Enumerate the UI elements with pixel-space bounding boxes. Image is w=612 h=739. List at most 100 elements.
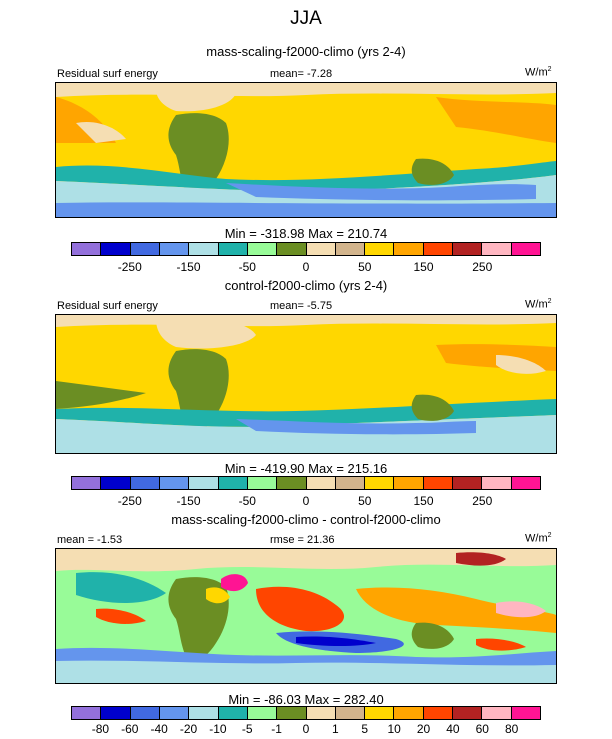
panel-1-colorbar-labels: -250 -150 -50 0 50 150 250 [71, 260, 541, 274]
colorbar-swatch [72, 707, 102, 719]
figure-title: JJA [290, 8, 322, 29]
colorbar-label: 1 [332, 722, 339, 736]
colorbar-swatch [365, 243, 395, 255]
panel-2-colorbar-labels: -250 -150 -50 0 50 150 250 [71, 494, 541, 508]
colorbar-swatch [482, 243, 512, 255]
panel-3-title: mass-scaling-f2000-climo - control-f2000… [171, 512, 441, 527]
colorbar-label: 40 [446, 722, 460, 736]
colorbar-label: 250 [472, 494, 493, 508]
colorbar-swatch [247, 707, 278, 719]
colorbar-swatch [72, 243, 102, 255]
panel-2-map [55, 314, 557, 454]
colorbar-swatch [511, 707, 540, 719]
colorbar-label: -5 [241, 722, 253, 736]
colorbar-swatch [423, 477, 454, 489]
colorbar-swatch [189, 477, 219, 489]
colorbar-label: 20 [416, 722, 431, 736]
colorbar-label: -150 [176, 494, 201, 508]
colorbar-swatch [218, 707, 248, 719]
colorbar-swatch [130, 477, 160, 489]
colorbar-swatch [306, 477, 336, 489]
colorbar-swatch [277, 707, 307, 719]
panel-1-center-label: mean= -7.28 [270, 68, 333, 80]
panel-2-left-label: Residual surf energy [57, 300, 158, 312]
colorbar-swatch [218, 477, 248, 489]
panel-2-title: control-f2000-climo (yrs 2-4) [224, 278, 388, 293]
colorbar-swatch [306, 707, 336, 719]
colorbar-label: 0 [302, 494, 310, 508]
panel-2-colorbar [71, 476, 541, 490]
colorbar-label: 0 [302, 260, 310, 274]
colorbar-swatch [482, 707, 512, 719]
colorbar-swatch [453, 707, 483, 719]
colorbar-swatch [218, 243, 248, 255]
colorbar-label: -1 [271, 722, 282, 736]
colorbar-label: -250 [117, 494, 142, 508]
colorbar-label: -50 [238, 260, 256, 274]
panel-3-center-label: rmse = 21.36 [270, 534, 335, 546]
colorbar-swatch [306, 243, 336, 255]
colorbar-label: -20 [179, 722, 198, 736]
panel-3-stats: Min = -86.03 Max = 282.40 [228, 692, 384, 707]
colorbar-swatch [365, 477, 395, 489]
colorbar-swatch [130, 243, 160, 255]
colorbar-label: -50 [238, 494, 256, 508]
colorbar-swatch [511, 477, 540, 489]
colorbar-swatch [482, 477, 512, 489]
colorbar-label: -60 [121, 722, 139, 736]
colorbar-swatch [101, 477, 131, 489]
panel-2-map-field [56, 315, 556, 453]
colorbar-swatch [335, 707, 366, 719]
colorbar-swatch [159, 477, 190, 489]
panel-1-stats: Min = -318.98 Max = 210.74 [224, 226, 388, 241]
colorbar-swatch [159, 707, 190, 719]
panel-3-left-label: mean = -1.53 [57, 534, 123, 546]
colorbar-swatch [189, 707, 219, 719]
colorbar-swatch [394, 243, 424, 255]
panel-3-map [55, 548, 557, 684]
panel-3-units: W/m2 [525, 532, 552, 545]
colorbar-label: 250 [472, 260, 493, 274]
colorbar-swatch [365, 707, 395, 719]
colorbar-swatch [247, 477, 278, 489]
colorbar-label: 50 [358, 260, 372, 274]
panel-3-colorbar [71, 706, 541, 720]
colorbar-swatch [189, 243, 219, 255]
colorbar-label: 150 [413, 260, 434, 274]
colorbar-label: -250 [117, 260, 142, 274]
colorbar-swatch [72, 477, 102, 489]
colorbar-swatch [453, 477, 483, 489]
colorbar-label: -80 [91, 722, 110, 736]
panel-1-units: W/m2 [525, 66, 552, 79]
colorbar-swatch [277, 477, 307, 489]
panel-2-center-label: mean= -5.75 [270, 300, 333, 312]
colorbar-label: 80 [504, 722, 519, 736]
colorbar-label: -40 [150, 722, 168, 736]
colorbar-label: 5 [361, 722, 369, 736]
colorbar-swatch [130, 707, 160, 719]
panel-1-left-label: Residual surf energy [57, 68, 158, 80]
colorbar-swatch [277, 243, 307, 255]
colorbar-swatch [101, 243, 131, 255]
colorbar-label: -150 [176, 260, 201, 274]
colorbar-swatch [335, 477, 366, 489]
colorbar-swatch [159, 243, 190, 255]
colorbar-swatch [423, 707, 454, 719]
colorbar-label: -10 [209, 722, 227, 736]
panel-3-colorbar-labels: -80 -60 -40 -20 -10 -5 -1 0 1 5 10 20 40… [71, 722, 541, 736]
colorbar-swatch [423, 243, 454, 255]
colorbar-swatch [394, 477, 424, 489]
panel-1-map [55, 82, 557, 218]
colorbar-label: 10 [387, 722, 401, 736]
colorbar-swatch [335, 243, 366, 255]
colorbar-swatch [394, 707, 424, 719]
panel-3-map-field [56, 549, 556, 683]
colorbar-swatch [511, 243, 540, 255]
panel-1-colorbar [71, 242, 541, 256]
colorbar-swatch [247, 243, 278, 255]
panel-1-map-field [56, 83, 556, 217]
colorbar-swatch [453, 243, 483, 255]
panel-1-title: mass-scaling-f2000-climo (yrs 2-4) [206, 44, 406, 59]
colorbar-label: 0 [302, 722, 310, 736]
colorbar-swatch [101, 707, 131, 719]
